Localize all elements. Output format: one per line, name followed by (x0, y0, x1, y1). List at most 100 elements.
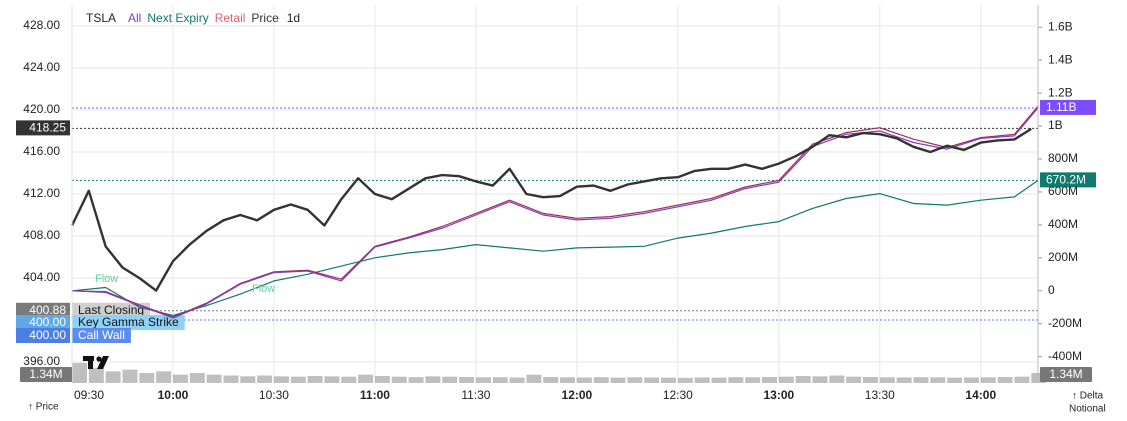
y2-tick-label: 1.2B (1048, 85, 1073, 99)
volume-bar (509, 377, 525, 383)
x-tick-label: 10:30 (259, 388, 289, 402)
y2-tick-label: -200M (1048, 316, 1082, 330)
volume-bar (610, 377, 626, 383)
volume-bar (442, 376, 458, 383)
volume-bar (156, 371, 172, 383)
y2-axis-label: Notional (1069, 404, 1106, 415)
level-name-box (72, 315, 185, 330)
level-name: Key Gamma Strike (78, 315, 179, 329)
volume-bar (1014, 376, 1030, 383)
volume-bar (72, 363, 87, 383)
volume-bar (694, 377, 710, 383)
x-tick-label: 09:30 (74, 388, 104, 402)
x-tick-label: 13:00 (763, 388, 794, 402)
volume-bar (189, 373, 205, 383)
legend-entry: Next Expiry (147, 11, 208, 25)
x-tick-label: 14:00 (965, 388, 996, 402)
level-label: 400.88 (29, 303, 66, 317)
y2-axis-label: ↑ Delta (1072, 391, 1104, 402)
volume-current-label: 1.34M (29, 367, 62, 381)
x-tick-label: 12:30 (663, 388, 693, 402)
level-name: Last Closing (78, 303, 144, 317)
y2-tick-label: 1B (1048, 118, 1063, 132)
level-name-box (72, 328, 131, 343)
volume-bar (795, 376, 811, 383)
x-tick-label: 12:00 (562, 388, 593, 402)
volume-bar (105, 371, 121, 383)
volume-bar (896, 377, 912, 383)
volume-bar (711, 377, 727, 383)
level-name-box (72, 302, 151, 318)
level-box (16, 120, 70, 136)
volume-bar (812, 376, 828, 383)
volume-bar (560, 377, 576, 383)
volume-bar (459, 377, 475, 383)
level-box (16, 315, 70, 330)
volume-bar (728, 377, 744, 383)
y2-tick-label: -400M (1048, 349, 1082, 363)
y2-tick-label: 200M (1048, 250, 1078, 264)
volume-bar (240, 376, 256, 383)
y-tick-label: 416.00 (23, 144, 60, 158)
level-name: Call Wall (78, 328, 125, 342)
volume-current-label: 1.34M (1049, 367, 1082, 381)
volume-bar (223, 375, 239, 383)
volume-bar (290, 376, 306, 383)
y-axis-label: ↑ Price (28, 402, 59, 413)
volume-bar (206, 374, 222, 383)
volume-bar (526, 374, 542, 383)
volume-bar (172, 374, 188, 383)
volume-bar (391, 376, 407, 383)
x-tick-label: 10:00 (158, 388, 189, 402)
volume-bar (745, 377, 761, 383)
volume-bar (492, 377, 508, 383)
volume-bar (963, 377, 979, 383)
y-tick-label: 428.00 (23, 18, 60, 32)
y-tick-label: 404.00 (23, 270, 60, 284)
series-line (71, 179, 1039, 317)
y2-tick-label: 1.6B (1048, 19, 1073, 33)
lines (70, 105, 1039, 319)
volume-bar (947, 377, 963, 383)
volume-bar (997, 377, 1013, 383)
y-tick-label: 412.00 (23, 186, 60, 200)
volume-bar (88, 368, 104, 383)
volume-bar (627, 377, 643, 383)
level-label: 670.2M (1046, 173, 1086, 187)
y-tick-label: 396.00 (23, 354, 60, 368)
volume-bar (879, 377, 895, 383)
y2-tick-label: 800M (1048, 151, 1078, 165)
x-tick-label: 11:30 (461, 388, 490, 402)
x-tick-label: 13:30 (865, 388, 895, 402)
annotation: Flow (95, 273, 118, 285)
volume-bar (1031, 373, 1047, 383)
level-box (1040, 172, 1096, 188)
volume-bar (374, 376, 390, 383)
volume-bar (862, 377, 878, 383)
volume-bar (913, 377, 929, 383)
volume-bar (677, 377, 693, 383)
volume-bar (475, 377, 491, 383)
volume-bar (846, 376, 862, 383)
legend-entry: All (128, 11, 141, 25)
volume-bar (307, 376, 323, 383)
levels: 418.25 400.88 Last Closing 400.00 Key Gamma … (16, 99, 1096, 343)
y-tick-label: 424.00 (23, 60, 60, 74)
volume-bar (762, 377, 777, 383)
y-tick-label: 420.00 (23, 102, 60, 116)
volume-bar (930, 377, 946, 383)
level-box (1040, 99, 1096, 115)
annotation: Flow (252, 283, 275, 295)
y-tick-label: 408.00 (23, 228, 60, 242)
series-line (70, 127, 1032, 292)
volume (72, 363, 1047, 383)
legend-entry: Retail (215, 11, 246, 25)
series-line (71, 107, 1039, 319)
level-label: 1.11B (1046, 100, 1076, 114)
level-box (16, 328, 70, 343)
level-label: 400.00 (29, 315, 66, 329)
volume-bar (980, 377, 996, 383)
volume-bar (778, 376, 794, 383)
